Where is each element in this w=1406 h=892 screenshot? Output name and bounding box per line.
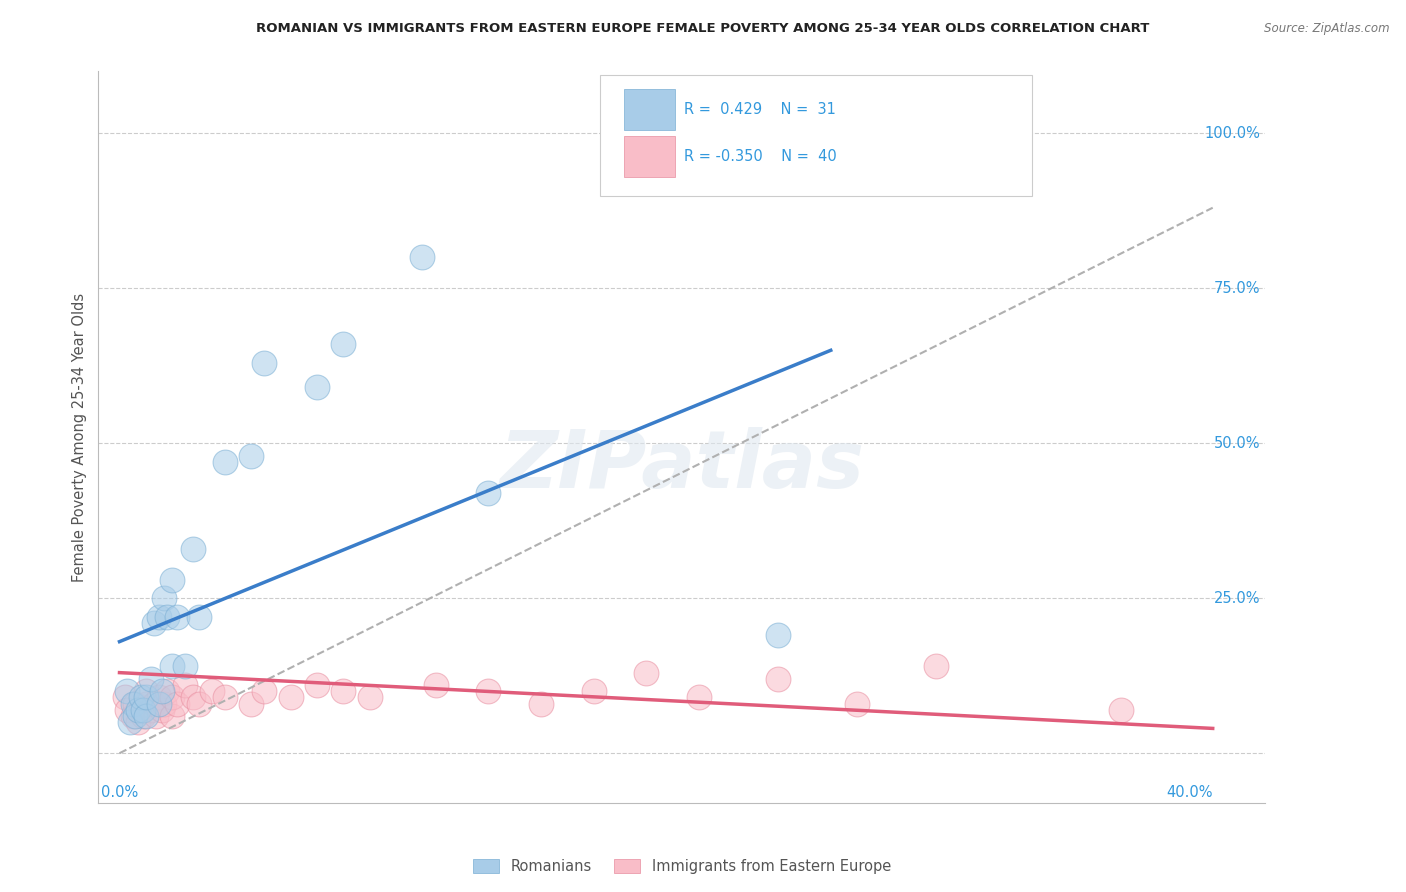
FancyBboxPatch shape xyxy=(600,75,1032,195)
Point xyxy=(132,703,155,717)
Point xyxy=(307,678,329,692)
Point xyxy=(153,697,176,711)
Point xyxy=(636,665,658,680)
Point xyxy=(925,659,948,673)
Point xyxy=(477,684,499,698)
Point xyxy=(132,709,155,723)
Point xyxy=(411,250,433,264)
Point xyxy=(846,697,869,711)
Text: 40.0%: 40.0% xyxy=(1166,785,1213,800)
Point xyxy=(156,684,179,698)
Text: Source: ZipAtlas.com: Source: ZipAtlas.com xyxy=(1264,22,1389,36)
Point xyxy=(166,610,188,624)
Point xyxy=(166,697,188,711)
Text: R =  0.429    N =  31: R = 0.429 N = 31 xyxy=(685,102,837,117)
FancyBboxPatch shape xyxy=(623,89,675,130)
Point xyxy=(187,697,209,711)
Point xyxy=(117,684,139,698)
Point xyxy=(135,697,157,711)
Point xyxy=(135,709,157,723)
Point xyxy=(925,145,948,159)
Point xyxy=(160,573,183,587)
Point xyxy=(582,684,605,698)
Point xyxy=(145,709,167,723)
Point xyxy=(1109,703,1132,717)
FancyBboxPatch shape xyxy=(623,136,675,177)
Point xyxy=(117,703,139,717)
Point xyxy=(135,690,157,705)
Point xyxy=(160,709,183,723)
Text: 0.0%: 0.0% xyxy=(101,785,138,800)
Text: ZIPatlas: ZIPatlas xyxy=(499,427,865,506)
Point xyxy=(114,690,136,705)
Point xyxy=(181,541,204,556)
Point xyxy=(121,697,143,711)
Point xyxy=(142,697,165,711)
Point xyxy=(148,697,170,711)
Point xyxy=(688,690,710,705)
Point xyxy=(127,703,149,717)
Text: 25.0%: 25.0% xyxy=(1213,591,1260,606)
Point xyxy=(240,449,263,463)
Text: R = -0.350    N =  40: R = -0.350 N = 40 xyxy=(685,149,837,164)
Point xyxy=(214,690,236,705)
Point xyxy=(174,678,197,692)
Point xyxy=(425,678,447,692)
Point xyxy=(332,337,354,351)
Point xyxy=(214,455,236,469)
Point xyxy=(124,709,146,723)
Legend: Romanians, Immigrants from Eastern Europe: Romanians, Immigrants from Eastern Europ… xyxy=(467,853,897,880)
Point xyxy=(160,659,183,673)
Point xyxy=(150,703,173,717)
Point xyxy=(766,672,789,686)
Point xyxy=(181,690,204,705)
Point xyxy=(201,684,224,698)
Point xyxy=(530,697,553,711)
Point xyxy=(121,709,143,723)
Point xyxy=(280,690,302,705)
Point xyxy=(148,610,170,624)
Point xyxy=(160,690,183,705)
Text: 75.0%: 75.0% xyxy=(1213,281,1260,296)
Point xyxy=(477,486,499,500)
Point xyxy=(129,703,152,717)
Point xyxy=(118,715,141,730)
Point xyxy=(139,672,162,686)
Y-axis label: Female Poverty Among 25-34 Year Olds: Female Poverty Among 25-34 Year Olds xyxy=(72,293,87,582)
Text: 50.0%: 50.0% xyxy=(1213,436,1260,450)
Point xyxy=(127,715,149,730)
Point xyxy=(307,380,329,394)
Point xyxy=(124,697,146,711)
Point xyxy=(148,690,170,705)
Point xyxy=(187,610,209,624)
Point xyxy=(142,615,165,630)
Text: ROMANIAN VS IMMIGRANTS FROM EASTERN EUROPE FEMALE POVERTY AMONG 25-34 YEAR OLDS : ROMANIAN VS IMMIGRANTS FROM EASTERN EURO… xyxy=(256,22,1150,36)
Point xyxy=(139,703,162,717)
Point xyxy=(253,684,276,698)
Point xyxy=(359,690,381,705)
Point xyxy=(135,684,157,698)
Point xyxy=(240,697,263,711)
Point xyxy=(174,659,197,673)
Point xyxy=(150,684,173,698)
Point xyxy=(153,591,176,606)
Point xyxy=(156,610,179,624)
Text: 100.0%: 100.0% xyxy=(1205,126,1260,141)
Point xyxy=(253,356,276,370)
Point xyxy=(766,628,789,642)
Point xyxy=(129,690,152,705)
Point xyxy=(332,684,354,698)
